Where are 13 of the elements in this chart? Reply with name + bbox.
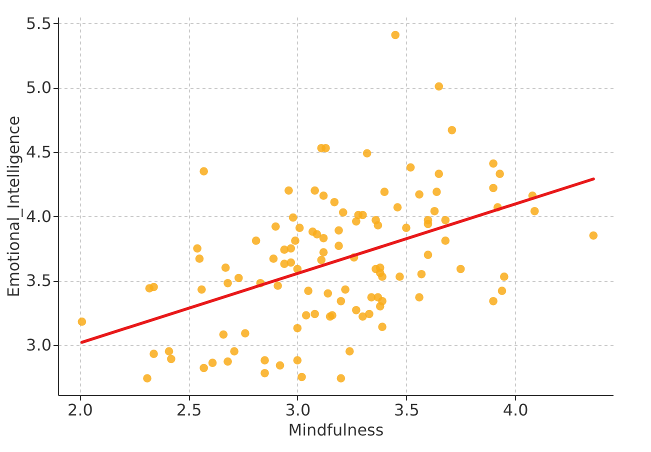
x-axis-title: Mindfulness [288, 420, 384, 440]
y-tick-label: 5.0 [26, 78, 52, 98]
y-tick-label: 3.5 [26, 271, 52, 290]
y-tick-label: 3.0 [26, 335, 52, 354]
y-axis-title: Emotional_Intelligence [4, 116, 24, 298]
x-tick-label: 2.5 [176, 400, 202, 420]
x-tick-label: 3.5 [394, 400, 420, 420]
y-tick-label: 4.0 [26, 206, 52, 226]
y-tick-label: 4.5 [26, 142, 52, 162]
x-tick-label: 4.0 [502, 400, 528, 420]
y-tick-label: 5.5 [26, 14, 52, 33]
x-tick-label: 3.0 [285, 400, 311, 420]
x-tick-label: 2.0 [68, 400, 93, 420]
